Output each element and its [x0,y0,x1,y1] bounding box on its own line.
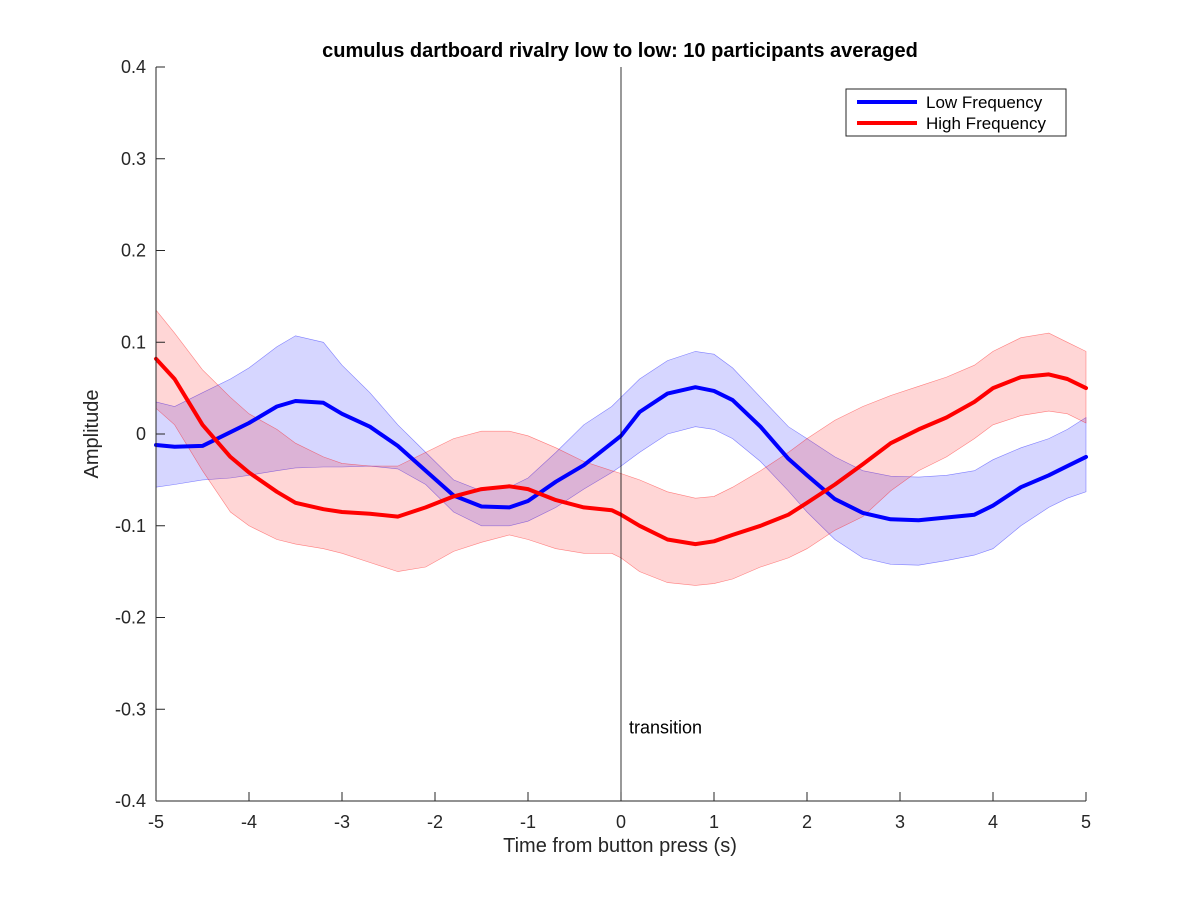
y-tick-label: -0.1 [115,516,146,536]
y-axis-label: Amplitude [81,390,103,479]
x-tick-label: -1 [520,812,536,832]
legend-box [845,88,1067,137]
x-tick-label: -5 [148,812,164,832]
y-tick-label: 0.3 [121,149,146,169]
x-tick-label: 0 [616,812,626,832]
x-tick-label: 4 [988,812,998,832]
x-tick-label: -3 [334,812,350,832]
x-tick-label: 5 [1081,812,1091,832]
transition-annotation: transition [629,718,702,738]
x-tick-label: 2 [802,812,812,832]
x-axis-label: Time from button press (s) [503,835,737,857]
x-ticks: -5 -4 -3 -2 -1 0 1 2 3 4 5 [148,792,1091,832]
chart-title: cumulus dartboard rivalry low to low: 10… [322,40,918,62]
y-tick-label: 0.4 [121,57,146,77]
legend-label-2: High Frequency [926,114,1047,133]
x-tick-label: -4 [241,812,257,832]
legend-label-1: Low Frequency [926,93,1043,112]
x-tick-label: -2 [427,812,443,832]
y-tick-label: 0.2 [121,241,146,261]
x-tick-label: 1 [709,812,719,832]
y-tick-label: -0.4 [115,791,146,811]
y-tick-label: 0.1 [121,332,146,352]
y-tick-label: -0.2 [115,608,146,628]
y-tick-label: -0.3 [115,699,146,719]
y-tick-label: 0 [136,424,146,444]
legend: Low Frequency High Frequency [845,88,1067,137]
x-tick-label: 3 [895,812,905,832]
y-ticks: -0.4 -0.3 -0.2 -0.1 0 0.1 0.2 0.3 0.4 [115,57,165,811]
